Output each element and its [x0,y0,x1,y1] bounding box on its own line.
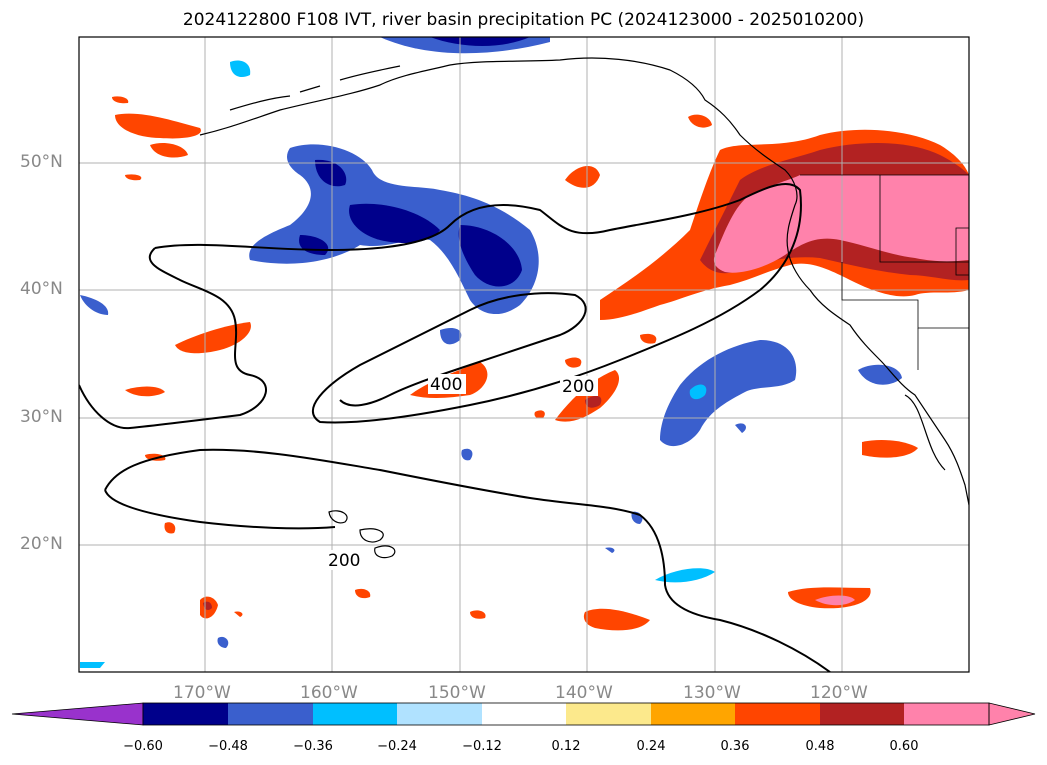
colorbar [11,702,1036,726]
colorbar-extend-high [988,702,1036,726]
contour-label-200-east: 200 [562,377,594,397]
colorbar-tick: 0.60 [889,739,919,754]
colorbar-bin [397,703,482,725]
lon-label-120w: 120°W [810,683,868,703]
lon-label-140w: 140°W [555,683,613,703]
colorbar-bin [313,703,397,725]
colorbar-bin [651,703,735,725]
colorbar-tick: −0.12 [462,739,502,754]
lon-label-160w: 160°W [300,683,358,703]
contour-label-400: 400 [430,375,462,395]
colorbar-tick: −0.48 [208,739,248,754]
lon-label-170w: 170°W [173,683,231,703]
map-title: 2024122800 F108 IVT, river basin precipi… [182,10,865,30]
colorbar-tick: 0.24 [636,739,666,754]
lat-label-40n: 40°N [20,279,63,299]
colorbar-tick: 0.12 [551,739,581,754]
colorbar-bin [143,703,228,725]
contour-label-200-south: 200 [328,551,360,571]
colorbar-bin [904,703,989,725]
map-frame [78,36,970,673]
colorbar-tick: −0.60 [123,739,163,754]
colorbar-bin [482,703,566,725]
lon-label-130w: 130°W [683,683,741,703]
contour-labels: 400 200 200 [326,374,598,571]
colorbar-tick: −0.36 [293,739,333,754]
lat-label-30n: 30°N [20,407,63,427]
political-borders [800,174,969,370]
colorbar-extend-low [11,702,144,726]
lat-label-50n: 50°N [20,152,63,172]
lon-label-150w: 150°W [428,683,486,703]
colorbar-bin [566,703,651,725]
negative-anomaly-regions [80,37,902,668]
ivt-contours [79,182,831,672]
colorbar-bin [228,703,313,725]
colorbar-tick: −0.24 [377,739,417,754]
lat-label-20n: 20°N [20,534,63,554]
colorbar-tick: 0.48 [805,739,835,754]
colorbar-tick: 0.36 [720,739,750,754]
colorbar-bin [735,703,820,725]
positive-anomaly-regions [112,96,969,631]
colorbar-bin [820,703,904,725]
coastlines [199,57,969,559]
